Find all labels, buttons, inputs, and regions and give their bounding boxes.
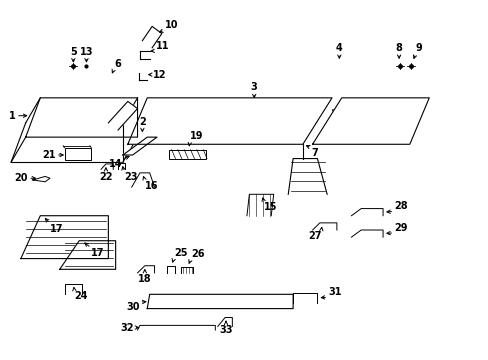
Text: 19: 19 <box>190 131 203 141</box>
Bar <box>89 109 122 130</box>
Text: 20: 20 <box>15 173 28 183</box>
Text: 27: 27 <box>307 231 321 241</box>
Text: 16: 16 <box>144 181 158 191</box>
Bar <box>234 109 292 137</box>
Polygon shape <box>312 98 428 144</box>
Polygon shape <box>108 102 137 130</box>
Polygon shape <box>351 230 382 237</box>
Text: 9: 9 <box>415 43 422 53</box>
Text: 17: 17 <box>50 224 63 234</box>
Text: 7: 7 <box>311 148 318 158</box>
Polygon shape <box>292 293 317 303</box>
Text: 29: 29 <box>393 223 407 233</box>
Polygon shape <box>217 318 232 327</box>
Text: 5: 5 <box>70 47 77 57</box>
Polygon shape <box>142 26 162 48</box>
Polygon shape <box>101 164 113 169</box>
Text: 3: 3 <box>250 82 257 93</box>
Text: 22: 22 <box>99 172 112 182</box>
Text: 24: 24 <box>74 291 88 301</box>
Text: 17: 17 <box>91 248 104 258</box>
Text: 30: 30 <box>126 302 139 312</box>
Text: 6: 6 <box>114 59 121 68</box>
Bar <box>162 109 220 137</box>
Text: 14: 14 <box>108 159 122 169</box>
Polygon shape <box>122 137 157 155</box>
Polygon shape <box>26 98 137 137</box>
Bar <box>64 148 91 160</box>
Text: 32: 32 <box>120 323 133 333</box>
Bar <box>169 150 205 158</box>
Text: 11: 11 <box>156 41 169 51</box>
Polygon shape <box>147 294 292 309</box>
Text: 26: 26 <box>191 249 204 258</box>
Text: 8: 8 <box>395 43 402 53</box>
Polygon shape <box>60 241 116 269</box>
Polygon shape <box>21 216 108 258</box>
Text: 18: 18 <box>138 274 151 284</box>
Polygon shape <box>127 98 331 144</box>
Text: 33: 33 <box>219 325 232 335</box>
Bar <box>40 109 79 130</box>
Text: 12: 12 <box>153 69 166 80</box>
Polygon shape <box>246 194 273 216</box>
Polygon shape <box>351 208 382 216</box>
Text: 2: 2 <box>139 117 145 127</box>
Polygon shape <box>33 176 50 182</box>
Polygon shape <box>137 266 154 273</box>
Polygon shape <box>181 267 193 273</box>
Polygon shape <box>312 223 336 230</box>
Text: 10: 10 <box>164 20 178 30</box>
Bar <box>220 297 249 307</box>
Text: 23: 23 <box>123 172 137 182</box>
Polygon shape <box>64 284 81 294</box>
Bar <box>152 297 181 307</box>
Polygon shape <box>137 325 215 330</box>
Text: 15: 15 <box>264 202 277 212</box>
Text: 21: 21 <box>42 150 56 160</box>
Text: 1: 1 <box>9 111 16 121</box>
Text: 4: 4 <box>335 43 342 53</box>
Polygon shape <box>118 163 125 169</box>
Text: 13: 13 <box>80 47 93 57</box>
Text: 25: 25 <box>174 248 187 258</box>
Bar <box>331 109 399 137</box>
Bar <box>186 297 215 307</box>
Polygon shape <box>131 173 154 187</box>
Text: 28: 28 <box>393 202 407 211</box>
Polygon shape <box>287 158 326 194</box>
Polygon shape <box>166 266 175 273</box>
Text: 31: 31 <box>327 287 341 297</box>
